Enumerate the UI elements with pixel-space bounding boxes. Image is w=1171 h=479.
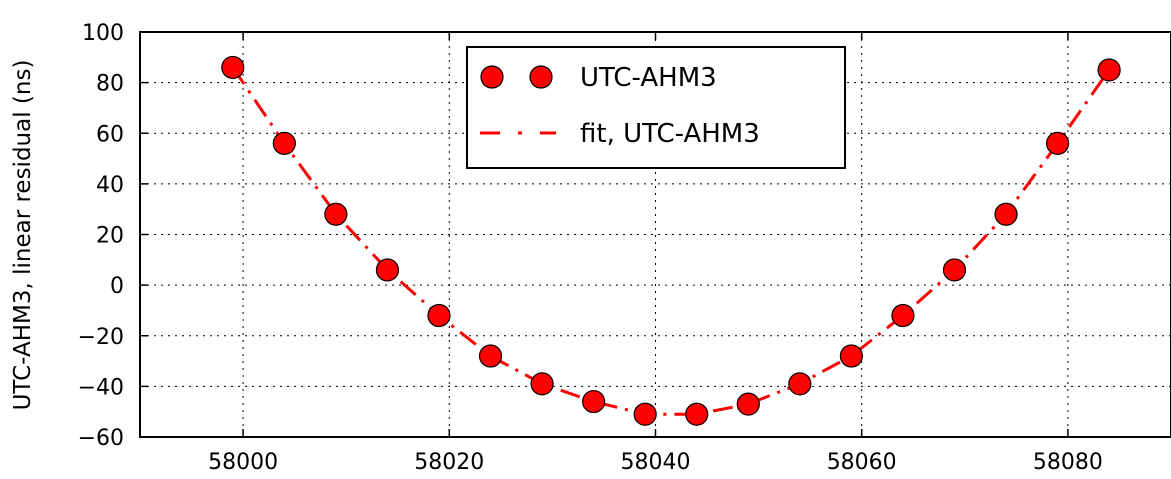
x-tick-label: 58000 <box>208 450 278 474</box>
y-tick-label: 20 <box>96 224 124 249</box>
y-tick-label: −20 <box>78 325 124 350</box>
y-tick-label: 80 <box>96 72 124 97</box>
data-point <box>633 402 657 426</box>
y-tick-label: 0 <box>110 274 124 299</box>
y-tick-label: 60 <box>96 122 124 147</box>
y-axis-label: UTC-AHM3, linear residual (ns) <box>10 60 36 411</box>
data-point <box>1045 131 1070 155</box>
y-tick-label: 100 <box>82 21 124 46</box>
data-point <box>1097 58 1121 82</box>
x-tick-label: 58080 <box>1033 450 1103 474</box>
legend-box <box>466 46 846 169</box>
data-point <box>839 344 863 368</box>
legend-label: UTC-AHM3 <box>580 63 717 93</box>
legend-marker <box>529 65 553 89</box>
legend-label: fit, UTC-AHM3 <box>580 119 760 149</box>
tick-layer: 58000 58020 58040 58060 58080 100 80 60 40 20 0 −20… <box>78 21 1103 475</box>
legend: UTC-AHM3 fit, UTC-AHM3 <box>466 46 846 169</box>
data-point <box>685 402 709 426</box>
data-point <box>942 258 967 282</box>
data-point <box>272 131 296 155</box>
data-point <box>478 344 503 368</box>
x-tick-label: 58060 <box>827 450 897 474</box>
x-tick-label: 58020 <box>414 450 484 474</box>
data-point <box>375 258 400 282</box>
x-tick-label: 58040 <box>621 450 691 474</box>
data-point <box>582 389 606 414</box>
fit-series-line <box>231 66 1111 416</box>
legend-marker <box>480 65 504 89</box>
data-point <box>427 303 451 328</box>
data-point <box>324 202 348 226</box>
data-point <box>530 372 554 396</box>
data-point <box>891 303 915 328</box>
y-tick-label: −40 <box>78 375 124 400</box>
data-point <box>221 55 245 80</box>
series-layer <box>221 55 1121 426</box>
data-point <box>994 202 1018 226</box>
y-tick-label: −60 <box>78 426 124 451</box>
grid-layer <box>140 31 1171 438</box>
data-point <box>736 392 760 416</box>
data-point <box>788 372 812 396</box>
y-tick-label: 40 <box>96 173 124 198</box>
